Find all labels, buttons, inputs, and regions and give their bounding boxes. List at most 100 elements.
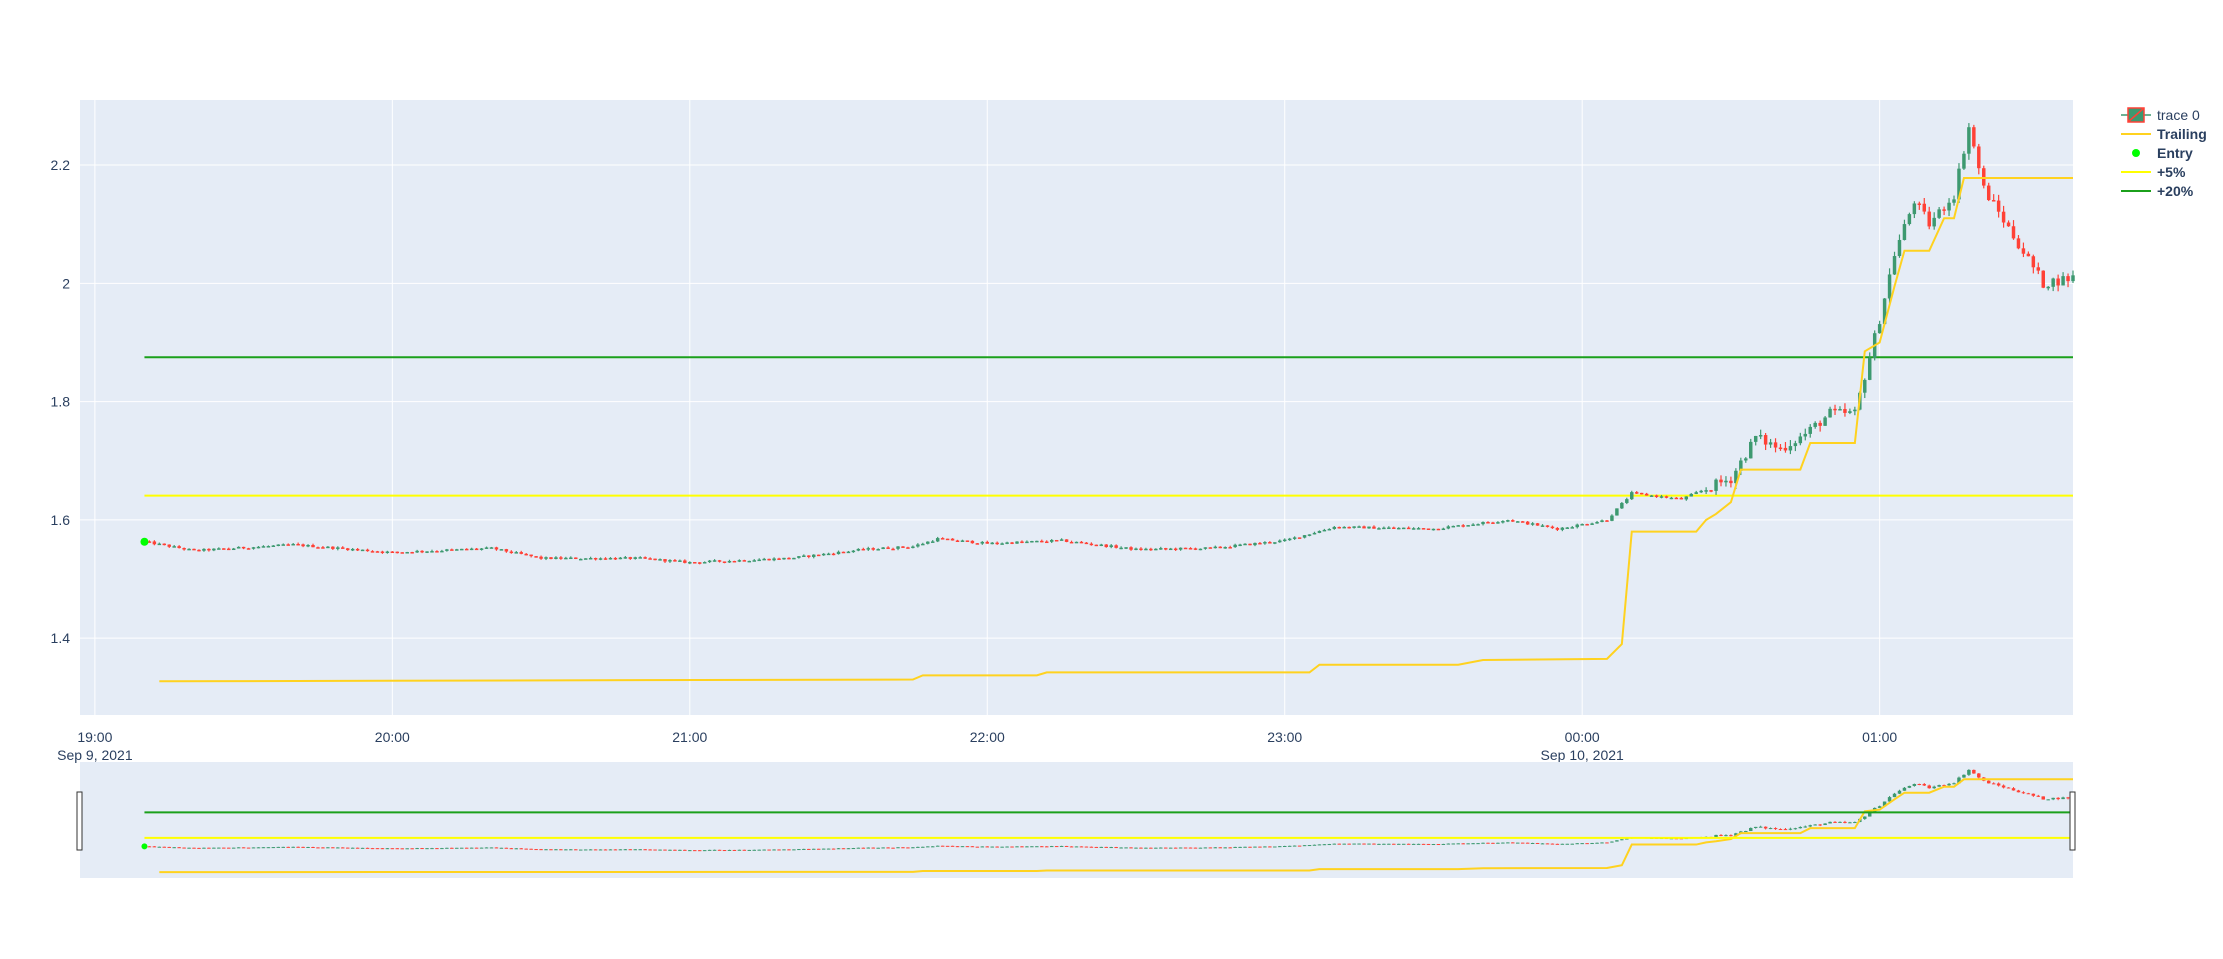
candle-body <box>1099 544 1104 547</box>
candle-body <box>1297 537 1302 539</box>
candle-body <box>1079 541 1084 544</box>
candle-body <box>802 555 806 557</box>
candle-body <box>1362 843 1366 845</box>
candle-body <box>1778 829 1783 831</box>
candle-body <box>345 847 350 849</box>
candle-body <box>1268 542 1272 544</box>
candle-body <box>425 551 429 553</box>
candle-body <box>1124 547 1128 549</box>
candle-body <box>906 847 910 849</box>
candle-body <box>1977 773 1981 778</box>
candle-body <box>1922 203 1927 212</box>
candle-body <box>916 544 920 547</box>
candle-body <box>1109 545 1113 548</box>
range-slider[interactable] <box>76 769 2076 874</box>
candle-body <box>727 849 732 851</box>
legend-item[interactable]: +20% <box>2121 183 2194 199</box>
candle-body <box>162 846 167 848</box>
candle-body <box>1010 846 1014 848</box>
candle-body <box>1922 784 1927 786</box>
candle-body <box>464 548 469 551</box>
range-slider-background[interactable] <box>80 762 2073 878</box>
candle-body <box>1927 211 1931 227</box>
candle-body <box>1307 845 1312 847</box>
candle-body <box>1734 833 1738 836</box>
candle-body <box>1253 846 1257 848</box>
candle-body <box>1570 527 1575 529</box>
candle-body <box>539 556 543 559</box>
candle-body <box>588 849 593 851</box>
range-slider-left-handle[interactable] <box>76 791 83 851</box>
candle-body <box>1035 540 1039 543</box>
candle-body <box>707 560 712 563</box>
candle-body <box>256 847 261 849</box>
candle-body <box>469 548 474 551</box>
candle-body <box>653 849 657 851</box>
candle-body <box>226 548 231 551</box>
candle-body <box>1615 840 1619 842</box>
candle-body <box>603 558 608 560</box>
candle-body <box>1540 843 1545 845</box>
candle-body <box>1739 460 1743 471</box>
candle-body <box>697 562 702 564</box>
candle-body <box>1451 843 1456 845</box>
candle-body <box>1015 846 1019 848</box>
candle-body <box>2016 790 2021 793</box>
candle-body <box>1927 785 1931 789</box>
candle-body <box>2061 797 2065 800</box>
legend[interactable]: trace 0 Trailing Entry +5% +20% <box>2121 107 2207 199</box>
candle-body <box>1223 547 1227 549</box>
candle-body <box>1183 547 1188 550</box>
legend-item[interactable]: trace 0 <box>2121 107 2200 123</box>
candle-body <box>1203 547 1208 549</box>
candle-body <box>975 543 980 545</box>
candle-body <box>1838 821 1842 823</box>
candle-body <box>1317 844 1322 846</box>
candle-body <box>722 561 727 563</box>
candle-body <box>1516 842 1520 844</box>
candle-body <box>836 848 841 850</box>
candle-body <box>787 849 791 851</box>
candle-body <box>812 554 816 557</box>
candle-body <box>1287 845 1292 847</box>
candle-body <box>1580 524 1584 526</box>
main-plot[interactable] <box>140 123 2075 683</box>
candle-body <box>901 546 905 548</box>
candle-body <box>147 846 152 848</box>
candle-body <box>1550 843 1555 845</box>
candle-body <box>916 846 920 848</box>
candle-body <box>1218 546 1223 549</box>
candle-body <box>1292 537 1297 539</box>
candle-body <box>217 847 221 849</box>
candle-body <box>405 848 409 850</box>
candle-body <box>1421 843 1426 845</box>
candle-body <box>341 547 345 549</box>
candle-body <box>1590 843 1594 845</box>
legend-item[interactable]: Entry <box>2132 145 2193 161</box>
legend-item[interactable]: Trailing <box>2121 126 2207 142</box>
candle-body <box>1213 546 1218 549</box>
candle-body <box>1560 527 1565 530</box>
candle-body <box>1461 843 1465 845</box>
candle-body <box>1441 528 1446 531</box>
candle-body <box>1902 787 1907 791</box>
candle-body <box>236 847 241 849</box>
candle-body <box>583 849 588 851</box>
candle-body <box>1853 409 1857 412</box>
range-slider-right-handle[interactable] <box>2069 791 2076 851</box>
candle-body <box>1525 842 1530 844</box>
candle-body <box>549 849 553 851</box>
candle-body <box>1952 199 1956 203</box>
y-tick-label: 2.2 <box>51 157 71 173</box>
candle-body <box>271 545 276 547</box>
candle-body <box>281 846 286 848</box>
candle-body <box>688 850 692 852</box>
candle-body <box>192 847 196 849</box>
candle-body <box>1565 527 1570 529</box>
candle-body <box>1164 847 1168 849</box>
candle-body <box>1248 846 1252 848</box>
legend-candle-icon <box>2127 107 2145 123</box>
candle-body <box>479 847 484 849</box>
candle-body <box>390 848 395 850</box>
legend-item[interactable]: +5% <box>2121 164 2186 180</box>
